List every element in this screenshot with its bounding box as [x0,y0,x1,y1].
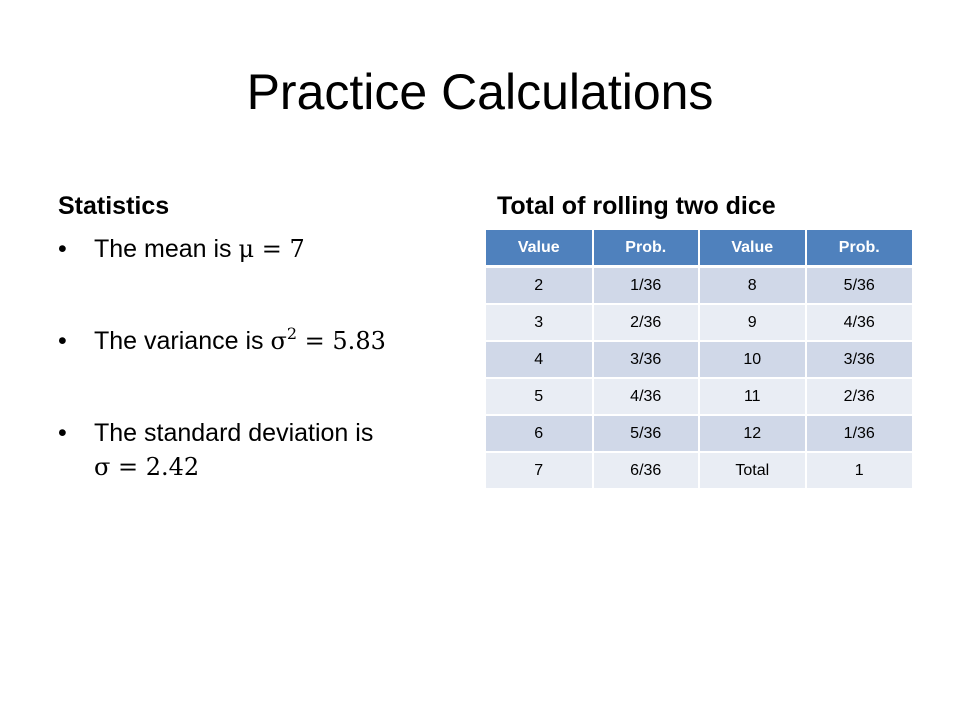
table-cell: 4/36 [805,304,912,342]
statistics-bullet-list: • The mean is μ = 7 • The variance is σ2… [58,232,458,484]
table-cell: 3/36 [805,341,912,379]
variance-value: = 5.83 [297,327,386,355]
table-cell: Total [699,452,807,490]
table-cell: 4/36 [592,378,700,416]
bullet-mean-math: μ = 7 [238,235,305,263]
table-cell: 4 [486,341,594,379]
table-cell: 9 [699,304,807,342]
table-cell: 1/36 [592,266,700,305]
table-cell: 10 [699,341,807,379]
bullet-mean-text: The mean is [94,235,239,263]
table-cell: 2 [486,266,594,305]
header-prob-1: Prob. [592,230,700,268]
table-cell: 3 [486,304,594,342]
bullet-std-dev-math: σ = 2.42 [94,453,200,481]
header-prob-2: Prob. [805,230,912,268]
bullet-std-dev-text: The standard deviation is [94,419,374,447]
dice-table-heading: Total of rolling two dice [497,192,776,220]
table-row: 5 4/36 11 2/36 [486,378,912,416]
table-cell: 1/36 [805,415,912,453]
table-cell: 5/36 [805,266,912,305]
table-cell: 2/36 [805,378,912,416]
table-row: 2 1/36 8 5/36 [486,266,912,305]
table-row: 4 3/36 10 3/36 [486,341,912,379]
bullet-std-dev: • The standard deviation is σ = 2.42 [58,416,458,484]
table-cell: 3/36 [592,341,700,379]
header-value-1: Value [486,230,594,268]
variance-symbol: σ [270,327,287,355]
header-value-2: Value [699,230,807,268]
bullet-variance-text: The variance is [94,327,271,355]
bullet-variance-math: σ2 = 5.83 [270,324,386,356]
statistics-heading: Statistics [58,192,170,220]
table-row: 3 2/36 9 4/36 [486,304,912,342]
bullet-mean: • The mean is μ = 7 [58,232,458,266]
table-cell: 6/36 [592,452,700,490]
table-cell: 5/36 [592,415,700,453]
table-row: 7 6/36 Total 1 [486,452,912,490]
table-cell: 12 [699,415,807,453]
table-cell: 6 [486,415,594,453]
table-cell: 5 [486,378,594,416]
table-cell: 2/36 [592,304,700,342]
variance-exponent: 2 [286,324,298,343]
bullet-marker: • [58,419,67,447]
slide-title: Practice Calculations [246,64,714,120]
bullet-variance: • The variance is σ2 = 5.83 [58,324,458,358]
table-row: 6 5/36 12 1/36 [486,415,912,453]
table-cell: 7 [486,452,594,490]
bullet-marker: • [58,327,67,355]
table-cell: 8 [699,266,807,305]
table-cell: 1 [805,452,912,490]
table-cell: 11 [699,378,807,416]
bullet-marker: • [58,235,67,263]
dice-probability-table: Value Prob. Value Prob. 2 1/36 8 5/36 3 … [486,230,912,490]
table-header-row: Value Prob. Value Prob. [486,230,912,268]
